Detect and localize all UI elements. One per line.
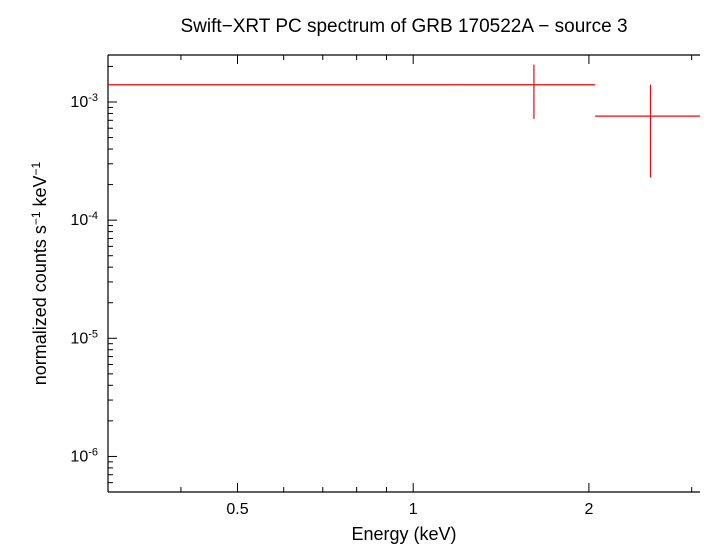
y-tick-label: 10-4 — [70, 210, 98, 229]
x-tick-label: 1 — [409, 501, 418, 518]
data-series — [108, 65, 700, 178]
x-tick-label: 0.5 — [226, 501, 248, 518]
y-axis-label: normalized counts s−1 keV−1 — [29, 161, 50, 385]
y-tick-label: 10-3 — [70, 92, 98, 111]
spectrum-chart: Swift−XRT PC spectrum of GRB 170522A − s… — [0, 0, 710, 556]
y-tick-label: 10-6 — [70, 446, 98, 465]
chart-svg: Swift−XRT PC spectrum of GRB 170522A − s… — [0, 0, 710, 556]
x-axis-label: Energy (keV) — [351, 524, 456, 544]
chart-title: Swift−XRT PC spectrum of GRB 170522A − s… — [180, 16, 627, 37]
x-tick-label: 2 — [584, 501, 593, 518]
y-tick-label: 10-5 — [70, 328, 98, 347]
